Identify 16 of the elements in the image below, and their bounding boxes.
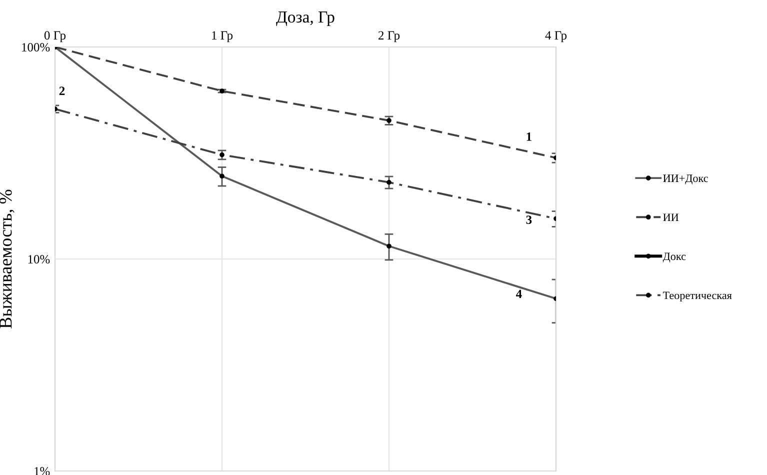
- legend-label: ИИ+Докс: [663, 174, 708, 184]
- y-tick-label: 100%: [22, 43, 50, 52]
- x-tick-label: 0 Гр: [44, 31, 66, 42]
- y-tick-label: 10%: [28, 255, 50, 264]
- x-tick-label: 1 Гр: [212, 31, 233, 42]
- annotation: 4: [516, 290, 522, 298]
- annotation: 2: [59, 86, 65, 95]
- annotation: 3: [526, 216, 532, 224]
- annotation: 1: [526, 132, 532, 141]
- x-tick-label: 2 Гр: [378, 31, 400, 42]
- x-axis-title: Доза, Гр: [276, 12, 334, 26]
- legend-label: ИИ: [663, 214, 679, 221]
- legend-label: Теоретическая: [663, 292, 732, 302]
- x-tick-label: 4 Гр: [545, 31, 567, 42]
- y-axis-title: Выживаемость, %: [0, 190, 14, 328]
- legend-label: Докс: [662, 252, 686, 262]
